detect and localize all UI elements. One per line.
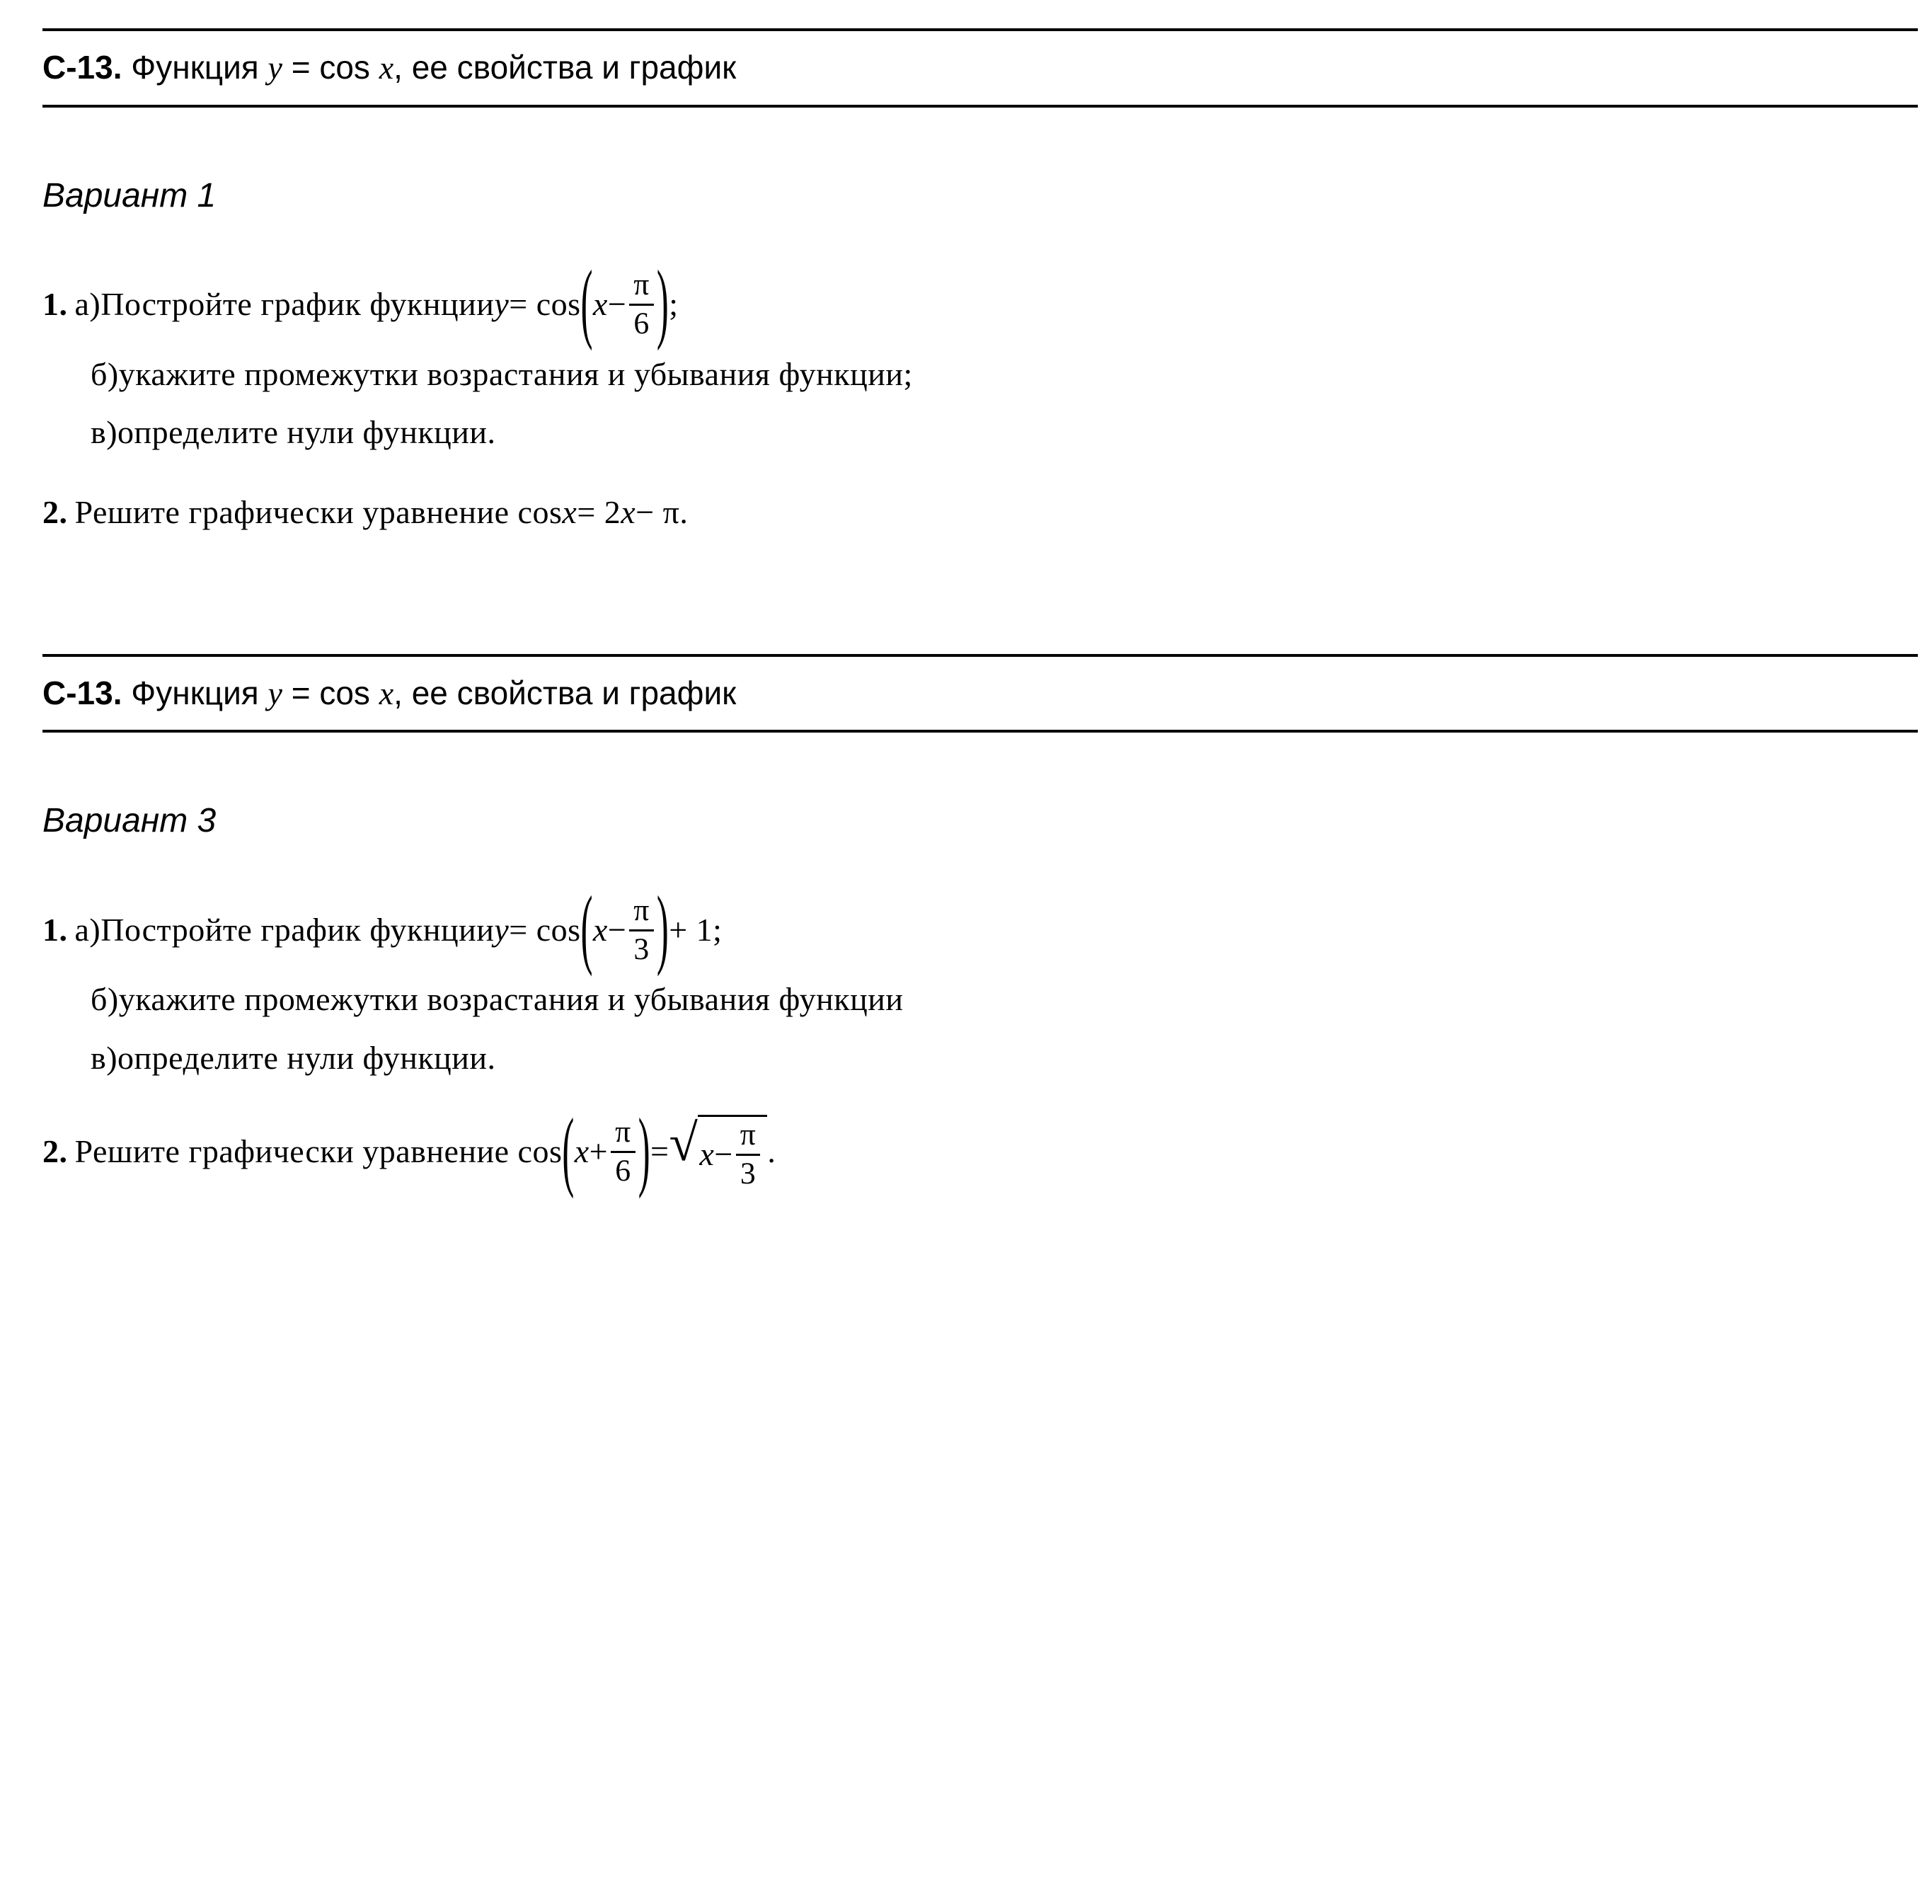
section-label-2: С-13.	[42, 675, 122, 711]
p2-2-eq: =	[650, 1128, 669, 1176]
p1-1a-label: а)	[75, 281, 101, 328]
section-gap	[42, 569, 1918, 654]
p1-1b-text: укажите промежутки возрастания и убывани…	[119, 351, 913, 398]
rule-bottom-2	[42, 730, 1918, 733]
p2-2-plus: +	[590, 1128, 608, 1176]
p2-1b: б) укажите промежутки возрастания и убыв…	[42, 976, 1918, 1023]
p1-1a-tail: ;	[669, 281, 678, 328]
sq-minus: −	[714, 1131, 732, 1178]
p1-2: 2. Решите графически уравнение cos x = 2…	[42, 489, 1918, 537]
p2-1c-label: в)	[91, 1035, 117, 1082]
p1-1a-eq: = cos	[509, 281, 580, 328]
p2-1-num: 1.	[42, 907, 68, 954]
section-title-1: С-13. Функция y = cos x, ее свойства и г…	[42, 31, 1918, 105]
p1-2-text: Решите графически уравнение cos	[75, 489, 563, 537]
t2-y: y	[268, 675, 282, 711]
frac-pi-3-b: π 3	[736, 1120, 761, 1189]
rule-bottom-1	[42, 105, 1918, 108]
problem-2-1: 1. а) Постройте график фукнции y = cos (…	[42, 895, 1918, 1082]
variant-3: Вариант 3	[42, 796, 1918, 846]
p2-2-text: Решите графически уравнение cos	[75, 1128, 563, 1176]
frac-pi-3: π 3	[629, 895, 654, 965]
frac2-num: π	[736, 1120, 761, 1156]
t2-eq: = cos	[282, 675, 379, 711]
frac-pi-6: π 6	[629, 270, 654, 339]
p2-1a-eq: = cos	[509, 907, 580, 954]
problem-2-2: 2. Решите графически уравнение cos ( x +…	[42, 1115, 1918, 1189]
frac-den-2: 3	[633, 931, 649, 965]
sqrt-icon: √ x − π 3	[669, 1115, 768, 1189]
sq-x: x	[699, 1131, 714, 1178]
p2-1a-minus: −	[608, 907, 626, 954]
p1-1c-text: определите нули функции.	[117, 409, 496, 457]
frac-num: π	[629, 270, 654, 306]
p2-1a-x: x	[593, 907, 608, 954]
variant-1: Вариант 1	[42, 171, 1918, 221]
p1-1a: 1. а) Постройте график фукнции y = cos (…	[42, 270, 1918, 339]
frac-den: 6	[633, 306, 649, 340]
frac2-den: 3	[740, 1156, 756, 1190]
p1-2-eq: = 2	[577, 489, 621, 537]
p1-2-minus: − π.	[636, 489, 688, 537]
frac1-den: 6	[615, 1153, 631, 1187]
radicand: x − π 3	[698, 1115, 767, 1189]
section-title-text-1: Функция y = cos x, ее свойства и график	[131, 49, 736, 86]
t1-x: x	[379, 50, 393, 86]
p2-1a-y: y	[494, 907, 509, 954]
p1-2-x1: x	[562, 489, 577, 537]
t1-plain: Функция	[131, 49, 268, 86]
p1-1a-minus: −	[608, 281, 626, 328]
p1-1a-x: x	[593, 281, 608, 328]
p1-1-num: 1.	[42, 281, 68, 328]
p1-1c-label: в)	[91, 409, 117, 457]
p2-1c: в) определите нули функции.	[42, 1035, 1918, 1082]
p2-1c-text: определите нули функции.	[117, 1035, 496, 1082]
problem-1-2: 2. Решите графически уравнение cos x = 2…	[42, 489, 1918, 537]
p2-1b-text: укажите промежутки возрастания и убывани…	[119, 976, 904, 1023]
p1-2-x2: x	[621, 489, 636, 537]
t2-plain: Функция	[131, 675, 268, 711]
p1-1a-text: Постройте график фукнции	[100, 281, 494, 328]
problem-1-1: 1. а) Постройте график фукнции y = cos (…	[42, 270, 1918, 457]
t1-eq: = cos	[282, 49, 379, 86]
p1-1b-label: б)	[91, 351, 119, 398]
section-title-2: С-13. Функция y = cos x, ее свойства и г…	[42, 657, 1918, 730]
frac1-num: π	[611, 1117, 636, 1153]
p1-1c: в) определите нули функции.	[42, 409, 1918, 457]
t2-x: x	[379, 675, 393, 711]
t1-tail: , ее свойства и график	[393, 49, 736, 86]
p1-2-num: 2.	[42, 489, 68, 537]
frac-num-2: π	[629, 895, 654, 931]
p2-1a-text: Постройте график фукнции	[100, 907, 494, 954]
p1-1b: б) укажите промежутки возрастания и убыв…	[42, 351, 1918, 398]
p2-1a-label: а)	[75, 907, 101, 954]
p2-2: 2. Решите графически уравнение cos ( x +…	[42, 1115, 1918, 1189]
frac-pi-6-b: π 6	[611, 1117, 636, 1186]
p2-2-x: x	[575, 1128, 590, 1176]
t1-y: y	[268, 50, 282, 86]
t2-tail: , ее свойства и график	[393, 675, 736, 711]
p2-2-num: 2.	[42, 1128, 68, 1176]
p2-2-tail: .	[767, 1128, 776, 1176]
p2-1a-tail: + 1;	[669, 907, 722, 954]
surd-symbol: √	[669, 1125, 698, 1162]
p1-1a-y: y	[494, 281, 509, 328]
section-title-text-2: Функция y = cos x, ее свойства и график	[131, 675, 736, 711]
section-label-1: С-13.	[42, 49, 122, 86]
p2-1b-label: б)	[91, 976, 119, 1023]
p2-1a: 1. а) Постройте график фукнции y = cos (…	[42, 895, 1918, 965]
